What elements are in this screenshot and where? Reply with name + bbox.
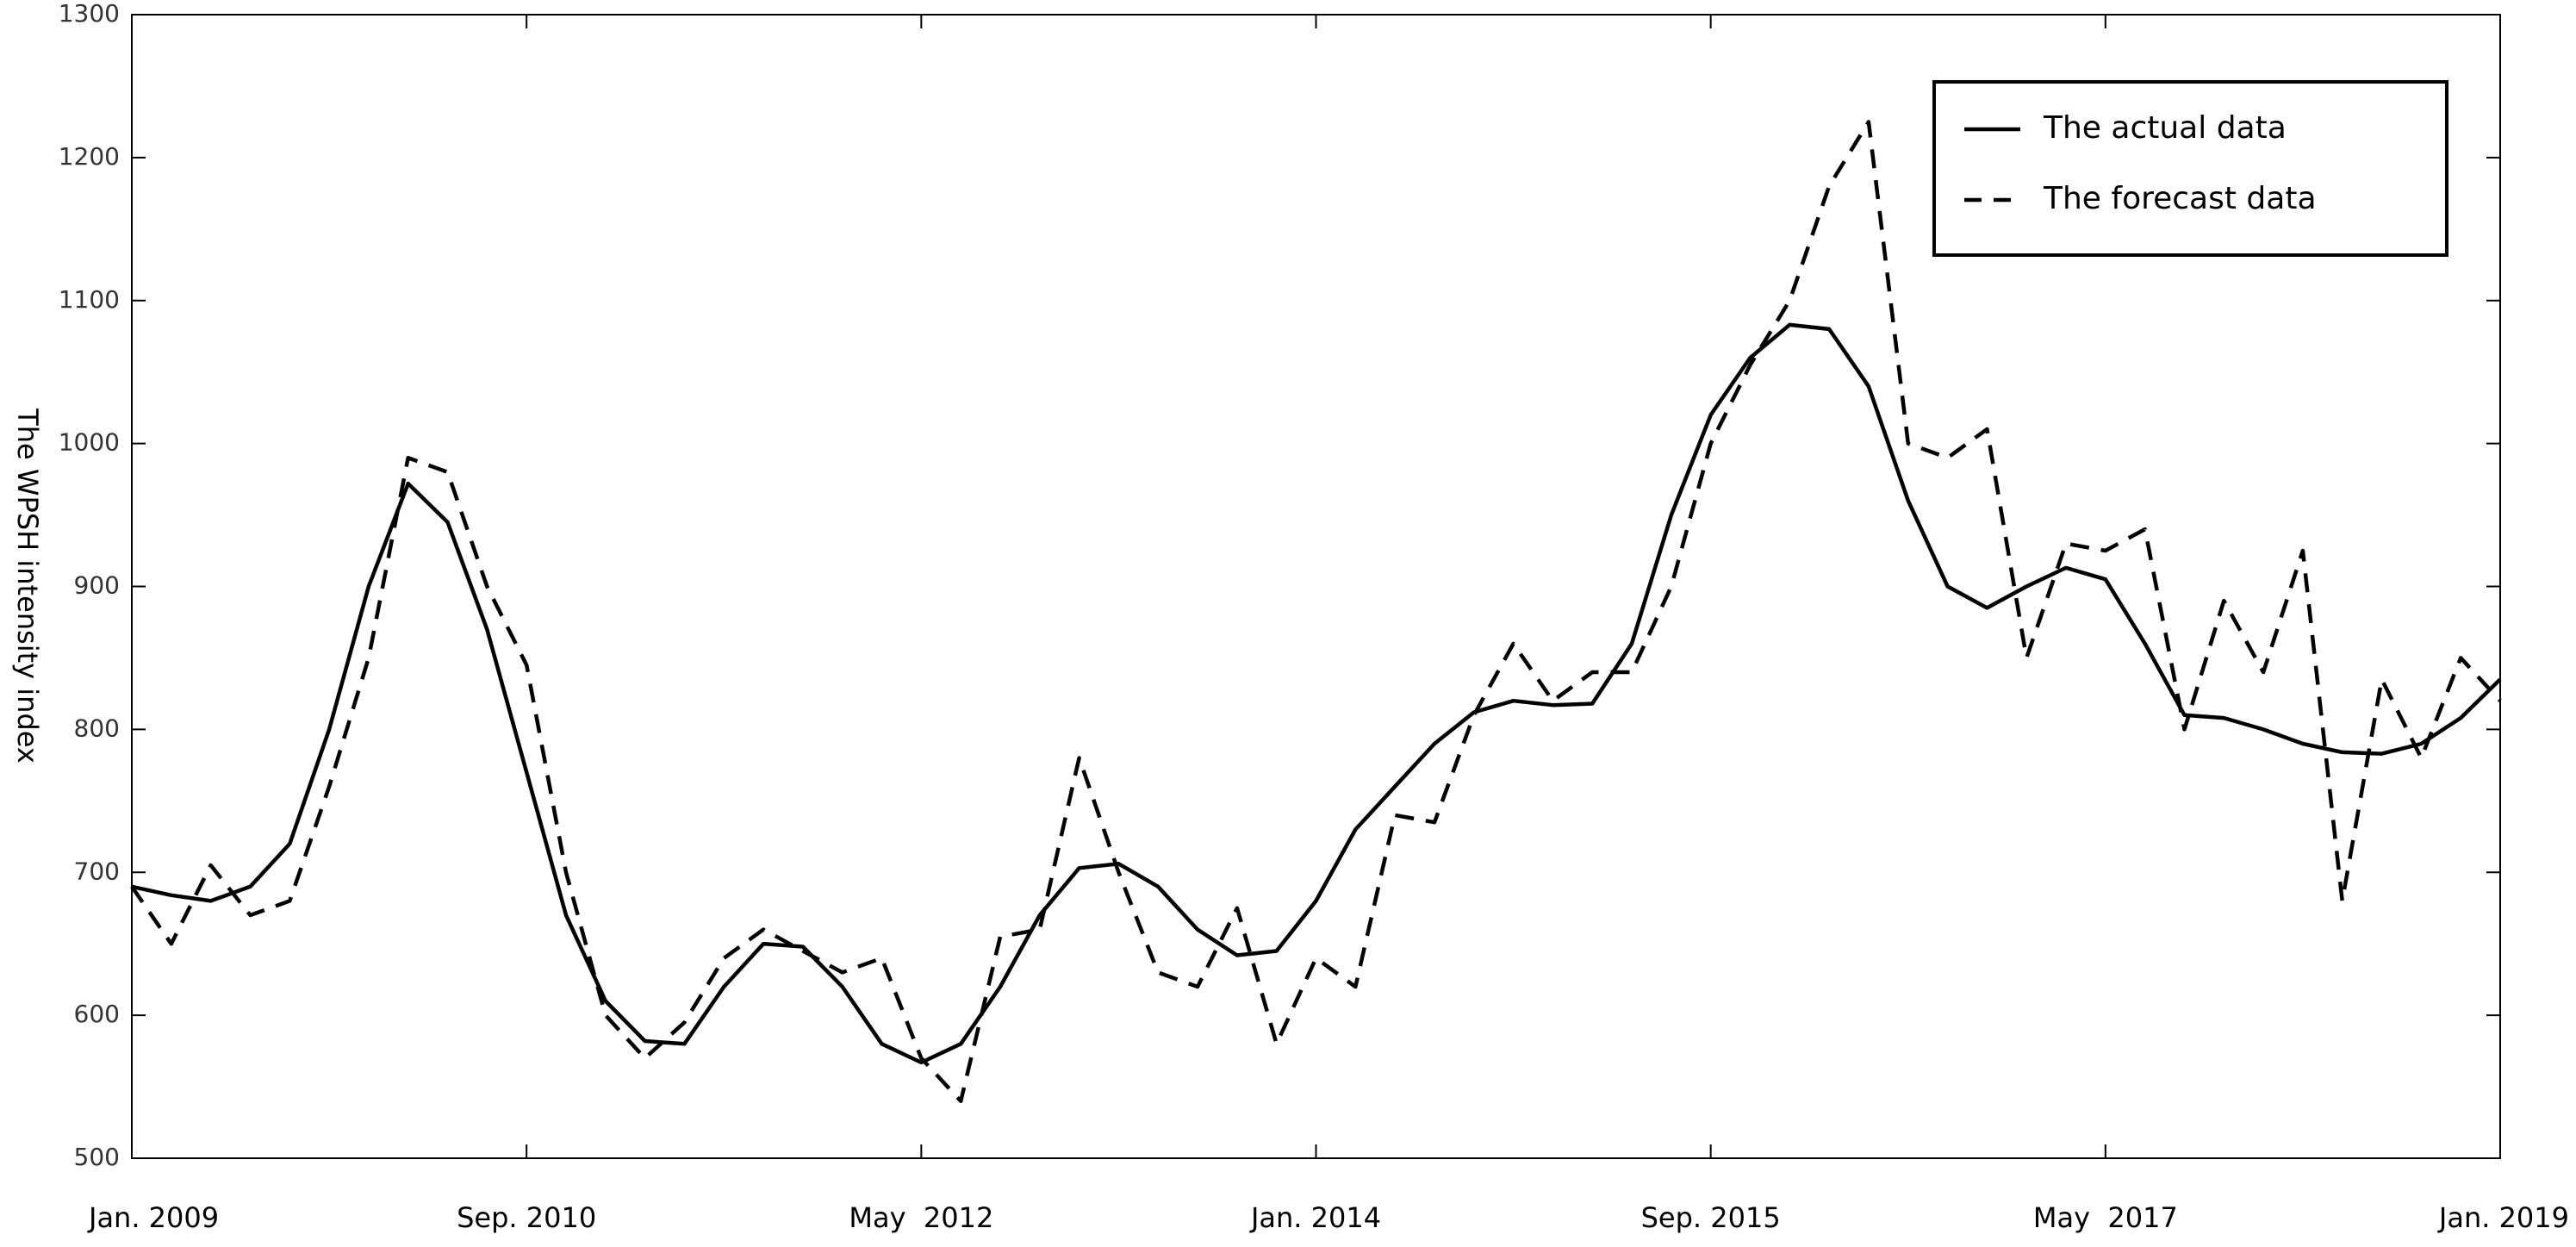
x-tick-label: May 2017 [2033, 1201, 2178, 1234]
x-tick-label: Sep. 2010 [457, 1201, 596, 1234]
x-tick-label: Jan. 2014 [1249, 1201, 1381, 1234]
y-tick-label: 1100 [59, 285, 120, 314]
y-axis-label: The WPSH intensity index [11, 408, 44, 764]
legend-box [1932, 80, 2448, 257]
y-tick-label: 500 [74, 1143, 120, 1171]
y-tick-label: 1000 [59, 428, 120, 457]
y-tick-label: 1300 [59, 0, 120, 28]
x-tick-label: Jan. 2009 [87, 1201, 219, 1234]
x-tick-label: Sep. 2015 [1641, 1201, 1781, 1234]
legend-label: The actual data [2043, 110, 2287, 146]
y-tick-label: 900 [74, 571, 120, 600]
y-tick-label: 1200 [59, 142, 120, 171]
y-tick-label: 700 [74, 857, 120, 885]
data-line [131, 322, 2502, 1065]
data-line [130, 120, 2502, 1103]
legend-label: The forecast data [2043, 181, 2317, 216]
y-tick-label: 800 [74, 714, 120, 742]
x-tick-label: May 2012 [849, 1201, 993, 1234]
x-tick-label: Jan. 2019 [2437, 1201, 2569, 1234]
y-tick-label: 600 [74, 1000, 120, 1028]
